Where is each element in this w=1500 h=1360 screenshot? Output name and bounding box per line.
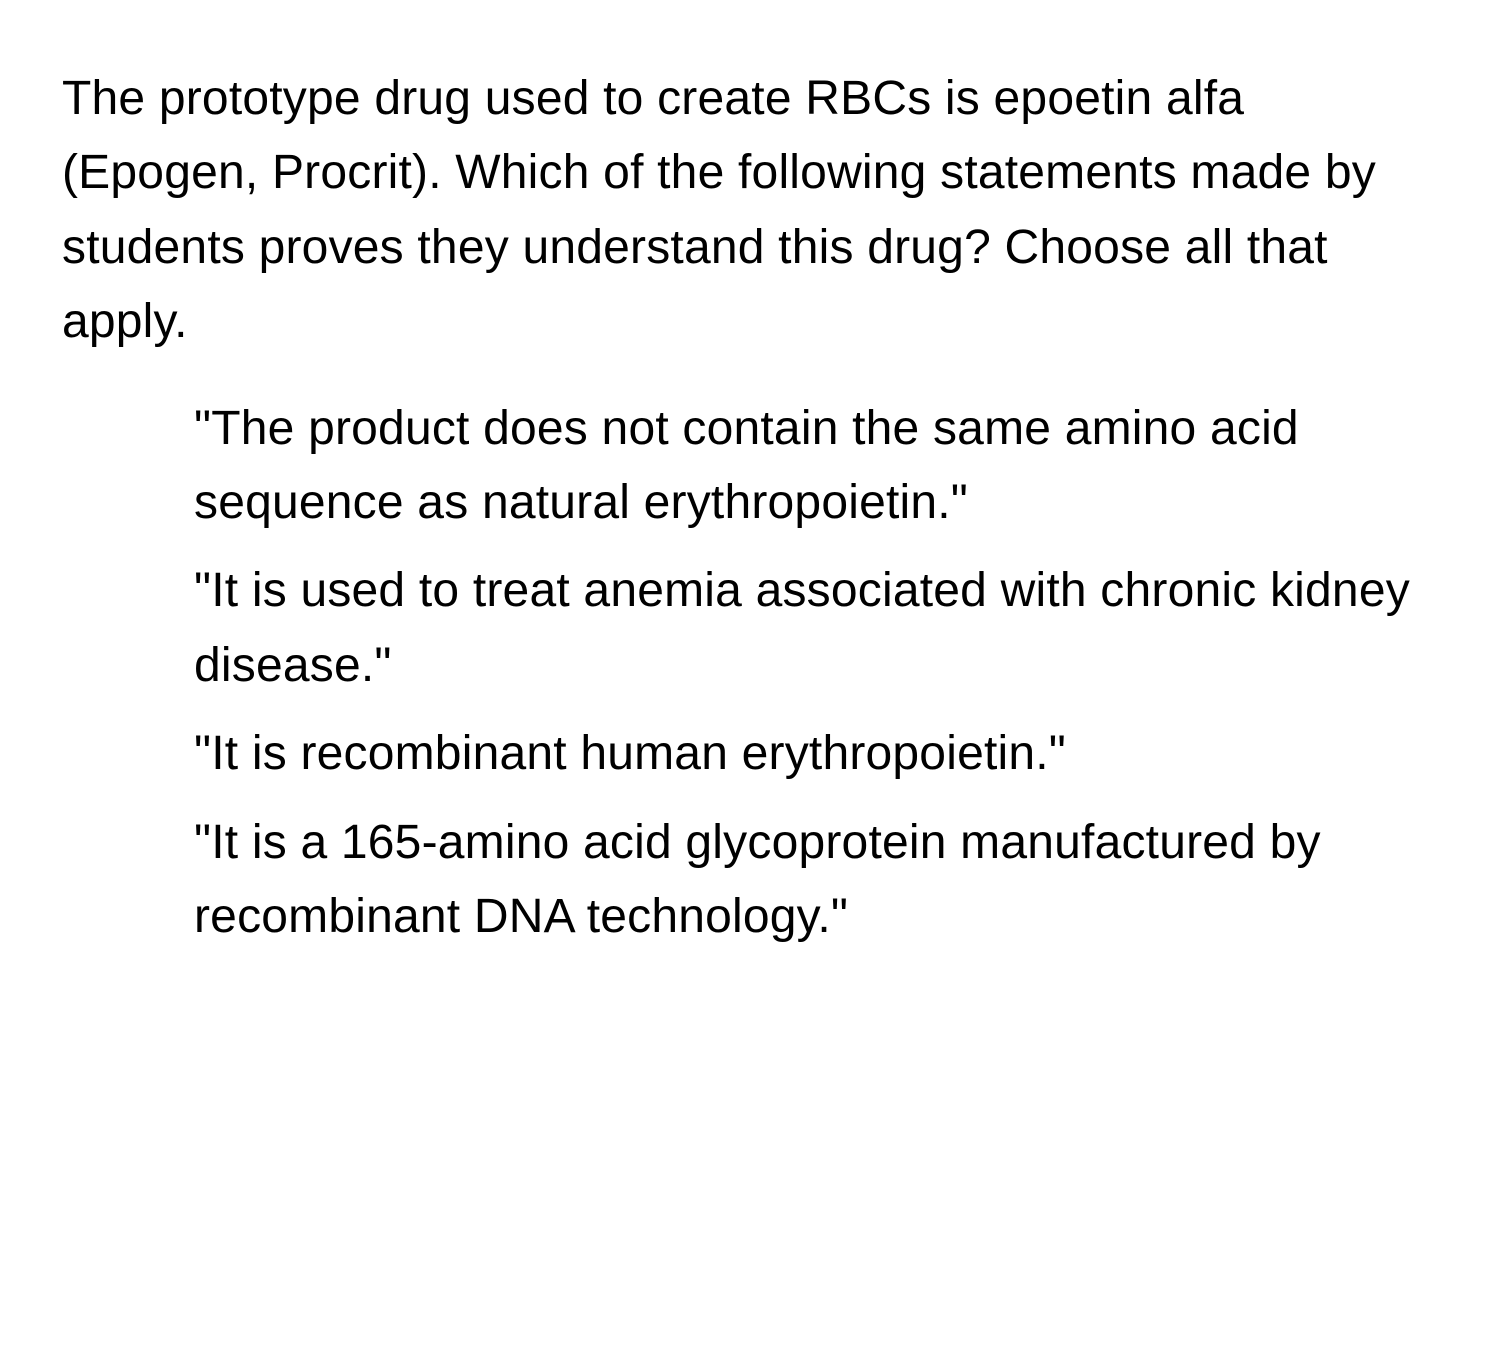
option-item: "It is recombinant human erythropoietin.… [194,717,1430,791]
option-item: "It is a 165-amino acid glycoprotein man… [194,806,1430,955]
option-item: "It is used to treat anemia associated w… [194,554,1430,703]
option-item: "The product does not contain the same a… [194,392,1430,541]
options-container: "The product does not contain the same a… [62,392,1430,955]
question-text: The prototype drug used to create RBCs i… [62,62,1430,360]
